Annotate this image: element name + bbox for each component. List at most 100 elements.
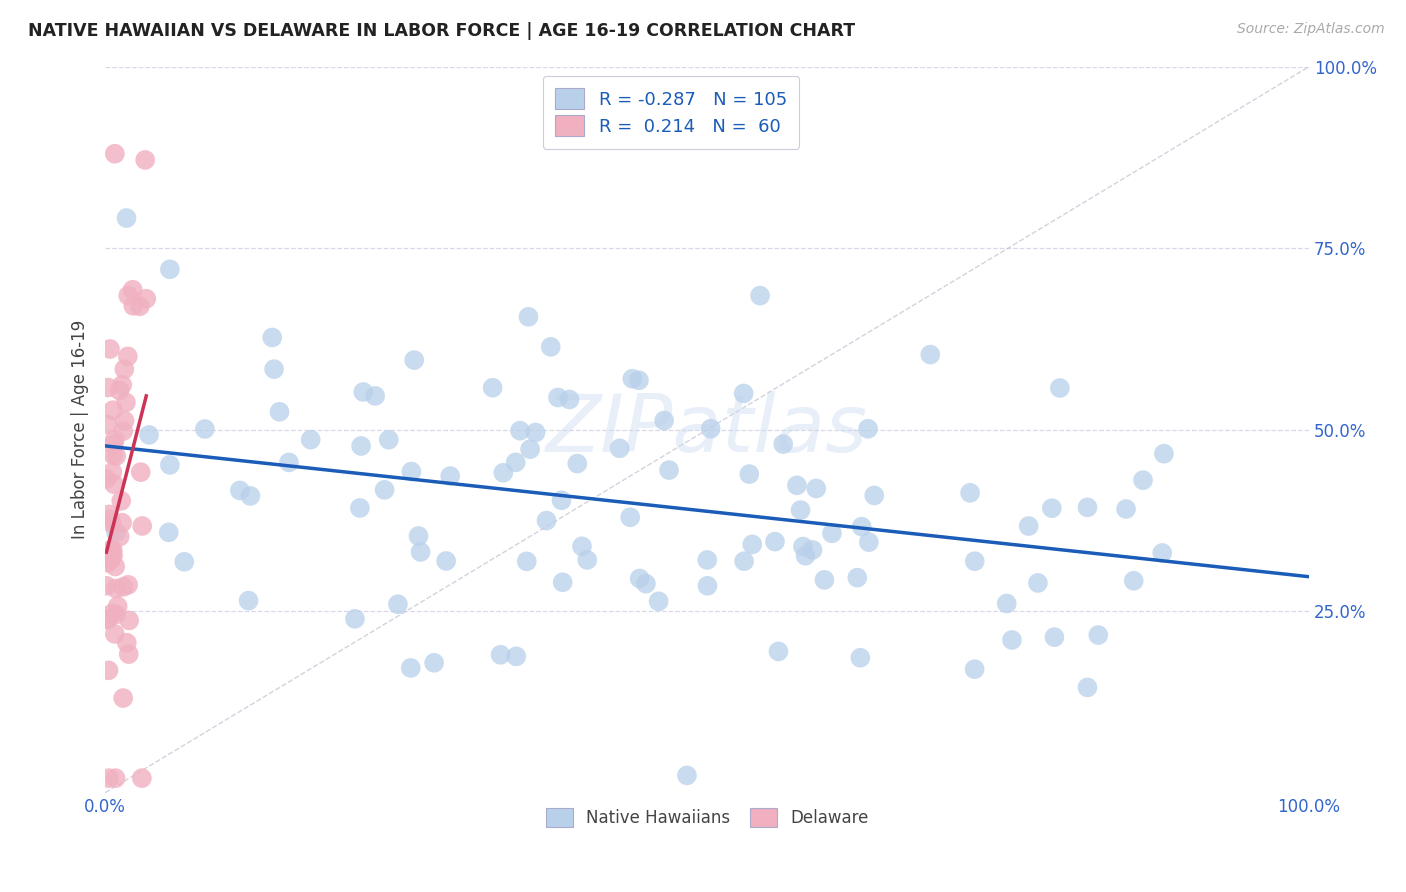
Point <box>97 508 120 522</box>
Point <box>399 661 422 675</box>
Point <box>122 299 145 313</box>
Point <box>378 433 401 447</box>
Point <box>114 414 136 428</box>
Point <box>517 310 540 324</box>
Point <box>524 425 547 440</box>
Point <box>96 549 118 563</box>
Point <box>963 662 986 676</box>
Point <box>112 362 135 376</box>
Point <box>117 578 139 592</box>
Point <box>652 413 675 427</box>
Point <box>352 384 374 399</box>
Point <box>699 422 721 436</box>
Point <box>547 391 569 405</box>
Point <box>115 636 138 650</box>
Point <box>634 576 657 591</box>
Point <box>434 554 457 568</box>
Point <box>920 348 942 362</box>
Point <box>401 465 423 479</box>
Point <box>97 380 120 394</box>
Point <box>738 467 761 481</box>
Point <box>269 405 291 419</box>
Point <box>103 437 125 451</box>
Point <box>364 389 387 403</box>
Point <box>111 377 134 392</box>
Point <box>1076 681 1098 695</box>
Point <box>115 211 138 225</box>
Point <box>100 542 122 557</box>
Point <box>516 554 538 568</box>
Point <box>806 482 828 496</box>
Point <box>101 465 124 479</box>
Point <box>108 530 131 544</box>
Point <box>103 448 125 462</box>
Point <box>619 510 641 524</box>
Point <box>567 457 589 471</box>
Point <box>118 647 141 661</box>
Text: ZIPatlas: ZIPatlas <box>546 391 869 468</box>
Point <box>1043 630 1066 644</box>
Point <box>423 656 446 670</box>
Point <box>96 472 118 486</box>
Point <box>159 458 181 472</box>
Point <box>101 543 124 558</box>
Point <box>509 424 531 438</box>
Point <box>278 455 301 469</box>
Point <box>173 555 195 569</box>
Point <box>101 607 124 621</box>
Point <box>104 771 127 785</box>
Point <box>851 519 873 533</box>
Point <box>1040 501 1063 516</box>
Point <box>846 571 869 585</box>
Point <box>103 477 125 491</box>
Point <box>105 449 128 463</box>
Point <box>536 514 558 528</box>
Point <box>551 575 574 590</box>
Point <box>104 627 127 641</box>
Point <box>104 559 127 574</box>
Point <box>801 542 824 557</box>
Point <box>621 372 644 386</box>
Point <box>101 549 124 563</box>
Point <box>995 597 1018 611</box>
Point <box>104 607 127 622</box>
Point <box>658 463 681 477</box>
Point <box>409 545 432 559</box>
Point <box>763 534 786 549</box>
Point <box>963 554 986 568</box>
Point <box>1076 500 1098 515</box>
Point <box>647 594 669 608</box>
Point <box>238 593 260 607</box>
Point <box>104 433 127 447</box>
Point <box>97 556 120 570</box>
Point <box>821 526 844 541</box>
Point <box>772 437 794 451</box>
Point <box>104 146 127 161</box>
Point <box>489 648 512 662</box>
Point <box>1132 473 1154 487</box>
Y-axis label: In Labor Force | Age 16-19: In Labor Force | Age 16-19 <box>72 320 89 540</box>
Point <box>350 439 373 453</box>
Point <box>121 283 143 297</box>
Legend: Native Hawaiians, Delaware: Native Hawaiians, Delaware <box>537 799 877 835</box>
Point <box>789 503 811 517</box>
Point <box>505 455 527 469</box>
Point <box>104 525 127 540</box>
Point <box>404 353 426 368</box>
Point <box>540 340 562 354</box>
Point <box>138 428 160 442</box>
Point <box>101 548 124 562</box>
Point <box>97 664 120 678</box>
Point <box>229 483 252 498</box>
Point <box>131 771 153 785</box>
Point <box>343 612 366 626</box>
Point <box>576 553 599 567</box>
Point <box>96 612 118 626</box>
Point <box>111 516 134 530</box>
Point <box>157 525 180 540</box>
Point <box>98 512 121 526</box>
Point <box>492 466 515 480</box>
Point <box>135 292 157 306</box>
Point <box>696 579 718 593</box>
Point <box>299 433 322 447</box>
